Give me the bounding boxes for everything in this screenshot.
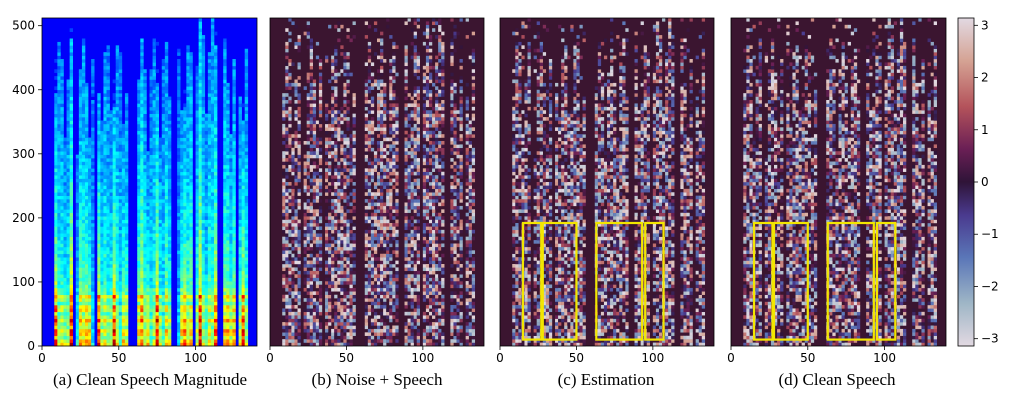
- highlight-box-c-2: [595, 221, 644, 341]
- x-tick-label-d-2: 100: [873, 351, 896, 365]
- caption-c: (c) Estimation: [557, 370, 655, 389]
- highlight-box-c-0: [521, 221, 543, 341]
- axes-frame-b: [269, 17, 485, 347]
- colorbar-tick-label-3: 0: [981, 175, 989, 189]
- x-tick-label-c-1: 50: [569, 351, 584, 365]
- y-tick-label-a-2: 200: [12, 211, 35, 225]
- x-tick-label-b-1: 50: [339, 351, 354, 365]
- x-tick-label-a-2: 100: [184, 351, 207, 365]
- x-tick-label-b-2: 100: [411, 351, 434, 365]
- panel-c: 0 50 100: [496, 17, 715, 365]
- caption-b: (b) Noise + Speech: [311, 370, 443, 389]
- colorbar-tick-label-0: 3: [981, 18, 989, 32]
- colorbar-tick-label-5: −2: [981, 279, 999, 293]
- heatmap-c: [500, 18, 714, 347]
- heatmap-a: [42, 18, 257, 347]
- heatmap-d: [731, 18, 946, 347]
- x-tick-label-d-0: 0: [727, 351, 735, 365]
- x-tick-label-d-1: 50: [800, 351, 815, 365]
- x-tick-label-c-0: 0: [496, 351, 504, 365]
- x-tick-label-b-0: 0: [266, 351, 274, 365]
- axes-frame-c: [499, 17, 715, 347]
- heatmap-b: [270, 18, 484, 347]
- colorbar-strip: [957, 17, 975, 347]
- colorbar: 3 2 1 0 −1 −2 −3: [957, 17, 999, 347]
- colorbar-tick-label-6: −3: [981, 332, 999, 346]
- highlight-box-c-1: [541, 221, 578, 341]
- panel-b: 0 50 100: [266, 17, 485, 365]
- axes-frame-a: [41, 17, 258, 347]
- colorbar-tick-label-1: 2: [981, 71, 989, 85]
- highlight-box-d-1: [772, 221, 809, 341]
- caption-d: (d) Clean Speech: [778, 370, 896, 389]
- y-tick-label-a-0: 0: [27, 339, 35, 353]
- y-tick-label-a-4: 400: [12, 83, 35, 97]
- panel-a: 0 50 100 0 100 200 300 400 500: [12, 17, 258, 365]
- caption-a: (a) Clean Speech Magnitude: [52, 370, 248, 389]
- highlight-box-d-0: [752, 221, 774, 341]
- colorbar-tick-label-2: 1: [981, 123, 989, 137]
- x-tick-label-a-1: 50: [111, 351, 126, 365]
- y-tick-label-a-5: 500: [12, 19, 35, 33]
- y-tick-label-a-1: 100: [12, 275, 35, 289]
- axes-frame-d: [730, 17, 947, 347]
- highlight-box-d-3: [875, 221, 897, 341]
- x-tick-label-a-0: 0: [38, 351, 46, 365]
- x-tick-label-c-2: 100: [641, 351, 664, 365]
- y-tick-label-a-3: 300: [12, 147, 35, 161]
- colorbar-tick-label-4: −1: [981, 227, 999, 241]
- highlight-box-c-3: [644, 221, 665, 341]
- highlight-box-d-2: [826, 221, 875, 341]
- panel-d: 0 50 100: [727, 17, 947, 365]
